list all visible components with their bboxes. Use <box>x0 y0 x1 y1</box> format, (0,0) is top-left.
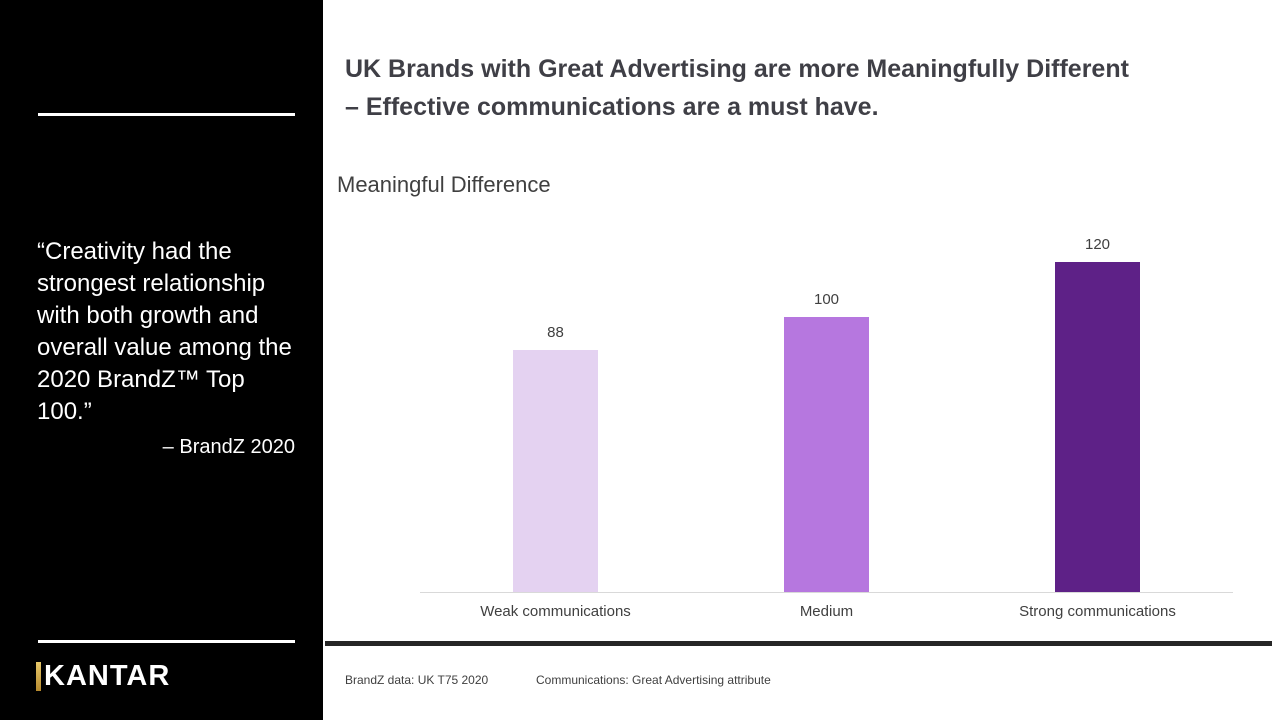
bar-0 <box>513 350 598 592</box>
quote-attribution: – BrandZ 2020 <box>162 436 295 458</box>
category-axis: Weak communications Medium Strong communic… <box>420 603 1233 620</box>
bar-chart-plot-area: 88 100 120 <box>420 235 1233 593</box>
bar-column-2: 120 <box>962 235 1233 592</box>
slide-title-line-2: – Effective communications are a must ha… <box>345 93 879 121</box>
chart-title: Meaningful Difference <box>337 172 551 197</box>
bar-value-label: 100 <box>813 291 840 309</box>
bar-column-0: 88 <box>420 235 691 592</box>
category-label-2: Strong communications <box>1019 603 1176 620</box>
quote-text: “Creativity had the strongest relationsh… <box>37 238 292 425</box>
category-label-0: Weak communications <box>480 603 631 620</box>
bar-column-1: 100 <box>691 235 962 592</box>
footer-note-text: Communications: Great Advertising attrib… <box>536 673 771 687</box>
footer-source-text: BrandZ data: UK T75 2020 <box>345 673 489 687</box>
bar-value-label: 120 <box>1084 236 1111 254</box>
kantar-logo-gold-bar-icon <box>36 662 41 691</box>
bar-1 <box>784 317 869 592</box>
kantar-logo: KANTAR <box>36 662 170 691</box>
sidebar-bottom-divider <box>38 640 295 643</box>
category-label-1: Medium <box>799 603 854 620</box>
slide-title: UK Brands with Great Advertising are mor… <box>345 50 1245 126</box>
bar-2 <box>1055 262 1140 592</box>
slide-title-line-1: UK Brands with Great Advertising are mor… <box>345 55 1129 83</box>
bar-value-label: 88 <box>547 324 564 342</box>
sidebar: “Creativity had the strongest relationsh… <box>0 0 323 720</box>
footer-separator <box>325 641 1272 646</box>
sidebar-top-divider <box>38 113 295 116</box>
kantar-logo-text: KANTAR <box>44 660 171 692</box>
